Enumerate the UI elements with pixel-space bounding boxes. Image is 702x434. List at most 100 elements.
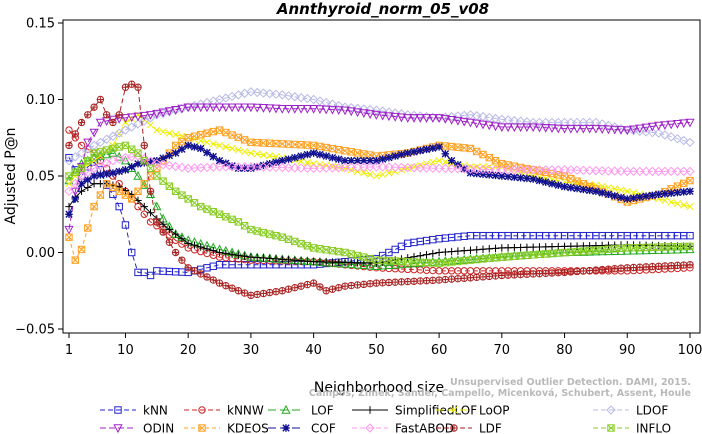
data-point-knn: [128, 248, 136, 257]
data-point-simplifiedlof: [416, 252, 424, 260]
data-point-lof: [133, 170, 143, 180]
data-point-inflo: [197, 202, 205, 211]
data-point-simplifiedlof: [366, 259, 374, 267]
data-point-odin: [321, 105, 331, 115]
data-point-kdeos: [209, 127, 217, 136]
data-point-cof: [240, 164, 249, 173]
data-point-ldf: [115, 111, 123, 119]
data-point-odin: [685, 118, 695, 128]
data-point-cof: [516, 174, 525, 182]
data-point-cof: [115, 167, 123, 176]
data-point-kdeos: [479, 150, 487, 159]
data-point-cof: [184, 141, 192, 150]
data-point-loop: [165, 129, 173, 137]
data-point-ldof: [265, 88, 275, 99]
data-point-simplifiedlof: [178, 235, 186, 243]
chart-title: Annthyroid_norm_05_v08: [276, 0, 489, 18]
legend-marker-knnw: [198, 406, 206, 414]
data-point-fastabod: [597, 166, 607, 176]
data-point-cof: [435, 143, 443, 151]
data-point-simplifiedlof: [654, 241, 663, 250]
data-point-simplifiedlof: [404, 254, 412, 262]
data-point-cof: [479, 170, 487, 178]
data-point-cof: [372, 157, 381, 165]
data-point-fastabod: [622, 166, 632, 177]
data-point-ldof: [653, 128, 664, 138]
data-point-fastabod: [434, 163, 444, 174]
data-point-fastabod: [308, 163, 319, 174]
data-point-odin: [327, 105, 338, 115]
legend-label-kdeos: KDEOS: [227, 422, 269, 434]
data-point-inflo: [96, 147, 105, 156]
data-point-fastabod: [321, 163, 331, 173]
data-point-ldf: [410, 277, 418, 285]
data-point-fastabod: [277, 162, 287, 173]
data-point-odin: [409, 114, 419, 123]
data-point-knnw: [134, 202, 142, 211]
data-point-simplifiedlof: [297, 257, 305, 265]
data-point-ldf: [146, 187, 155, 196]
data-point-odin: [83, 138, 93, 148]
data-point-simplifiedlof: [284, 256, 293, 264]
data-point-ldf: [642, 263, 650, 271]
x-tick-label: 60: [431, 343, 448, 358]
data-point-kdeos: [485, 153, 493, 162]
data-point-fastabod: [158, 159, 168, 170]
data-point-inflo: [309, 244, 318, 252]
data-point-ldf: [611, 265, 619, 273]
data-point-cof: [554, 181, 562, 189]
data-point-fastabod: [152, 159, 162, 169]
data-point-fastabod: [221, 162, 231, 172]
data-point-odin: [440, 115, 450, 124]
data-point-ldf: [335, 283, 343, 292]
data-point-ldf: [447, 275, 456, 283]
data-point-fastabod: [672, 166, 683, 177]
data-point-ldf: [159, 228, 167, 236]
data-point-cof: [247, 164, 255, 173]
data-point-inflo: [266, 230, 274, 238]
data-point-ldf: [460, 274, 468, 282]
data-point-cof: [128, 163, 136, 171]
data-point-odin: [246, 103, 256, 113]
legend-marker-lof: [281, 404, 291, 414]
data-point-fastabod: [89, 163, 99, 174]
data-point-fastabod: [490, 165, 501, 175]
data-point-simplifiedlof: [266, 254, 274, 263]
data-point-simplifiedlof: [309, 257, 318, 266]
data-point-cof: [316, 150, 324, 159]
data-point-ldof: [296, 92, 306, 103]
data-point-cof: [391, 152, 399, 160]
data-point-inflo: [171, 187, 180, 196]
data-point-cof: [309, 149, 318, 157]
data-point-ldof: [572, 117, 582, 128]
data-point-cof: [523, 174, 531, 183]
data-point-ldof: [70, 152, 80, 162]
data-point-inflo: [84, 157, 92, 165]
legend-marker-odin: [113, 424, 123, 434]
data-point-fastabod: [603, 166, 614, 176]
data-point-ldof: [685, 137, 695, 148]
data-point-ldof: [83, 144, 93, 154]
data-point-kdeos: [84, 224, 92, 232]
data-point-kdeos: [228, 131, 236, 139]
data-point-simplifiedlof: [516, 243, 525, 252]
legend-marker-simplifiedlof: [366, 406, 374, 414]
data-point-simplifiedlof: [535, 243, 544, 251]
data-point-ldof: [635, 126, 645, 137]
data-point-fastabod: [296, 163, 306, 173]
data-point-ldof: [660, 130, 670, 140]
data-point-ldof: [277, 90, 287, 100]
data-point-knn: [146, 271, 155, 280]
data-point-ldf: [272, 287, 280, 296]
data-point-cof: [153, 157, 161, 165]
data-point-simplifiedlof: [429, 249, 437, 258]
data-point-ldf: [140, 141, 148, 150]
data-point-inflo: [140, 157, 148, 165]
data-point-simplifiedlof: [253, 253, 261, 262]
data-point-loop: [385, 169, 393, 177]
data-point-loop: [197, 137, 205, 145]
data-point-loop: [680, 201, 688, 209]
data-point-cof: [529, 175, 537, 183]
data-point-simplifiedlof: [128, 190, 136, 199]
data-point-simplifiedlof: [542, 243, 550, 251]
